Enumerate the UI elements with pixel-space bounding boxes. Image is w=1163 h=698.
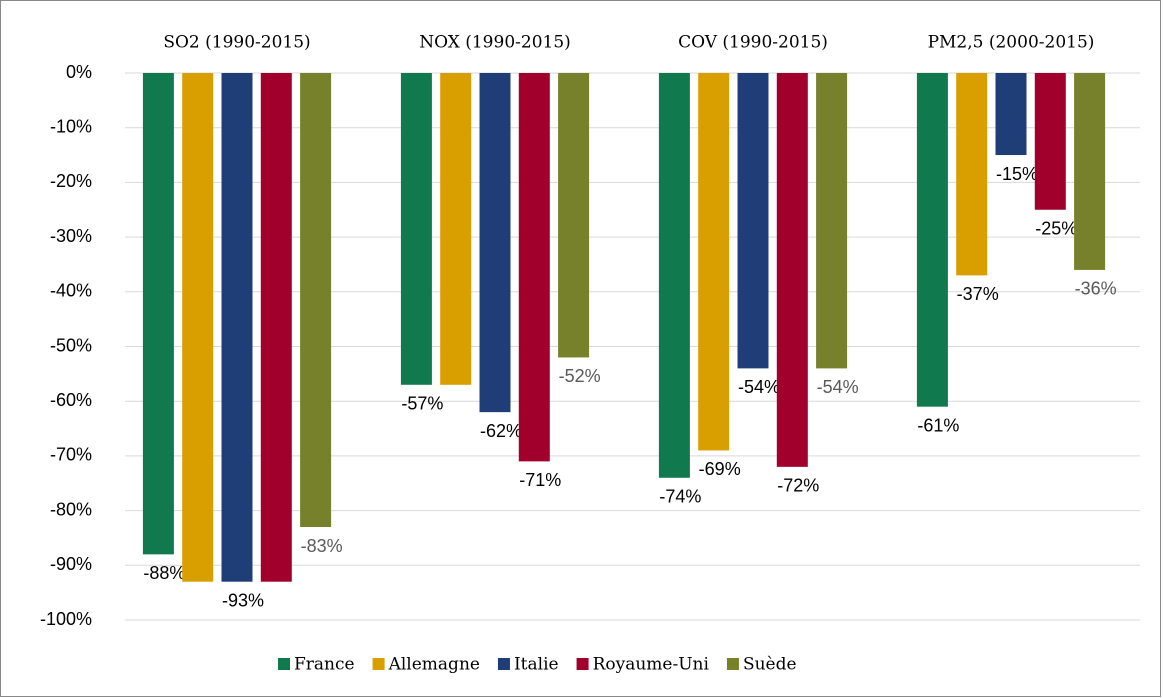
y-tick-label: -30% [50, 226, 92, 246]
y-tick-label: -20% [50, 171, 92, 191]
data-label: -62% [480, 421, 522, 441]
data-label: -52% [559, 366, 601, 386]
bar [776, 73, 808, 467]
data-label: -74% [659, 487, 701, 507]
y-tick-label: -10% [50, 116, 92, 136]
bar [956, 73, 988, 276]
data-label: -57% [401, 394, 443, 414]
data-label: -61% [917, 415, 959, 435]
data-label: -54% [738, 377, 780, 397]
bar [300, 73, 332, 528]
bar [518, 73, 550, 462]
category-label: SO2 (1990-2015) [163, 33, 310, 53]
bar [142, 73, 174, 555]
bar [558, 73, 590, 358]
legend-label: Suède [743, 655, 797, 675]
bar [260, 73, 292, 582]
y-tick-label: -40% [50, 281, 92, 301]
y-tick-label: -70% [50, 445, 92, 465]
bar [658, 73, 690, 478]
bar [916, 73, 948, 407]
bar [1074, 73, 1106, 270]
y-tick-label: -100% [40, 609, 92, 629]
category-label: NOX (1990-2015) [419, 33, 571, 53]
data-label: -54% [817, 377, 859, 397]
data-label: -93% [222, 590, 264, 610]
legend-label: Royaume-Uni [593, 655, 710, 675]
bar [1034, 73, 1066, 210]
bar [816, 73, 848, 369]
legend-label: Allemagne [388, 655, 480, 675]
y-tick-label: -80% [50, 499, 92, 519]
data-label: -36% [1075, 279, 1117, 299]
y-tick-label: -50% [50, 335, 92, 355]
y-tick-label: 0% [66, 62, 92, 82]
legend-swatch [497, 658, 510, 670]
category-label: PM2,5 (2000-2015) [928, 33, 1095, 53]
bar [698, 73, 730, 451]
y-tick-label: -90% [50, 554, 92, 574]
bar [737, 73, 769, 369]
bar [221, 73, 253, 582]
bar [440, 73, 472, 385]
legend-label: Italie [514, 655, 559, 675]
category-label: COV (1990-2015) [678, 33, 828, 53]
data-label: -88% [143, 563, 185, 583]
legend-label: France [294, 655, 355, 675]
legend-swatch [726, 658, 739, 670]
y-tick-label: -60% [50, 390, 92, 410]
bar [400, 73, 432, 385]
data-label: -69% [699, 459, 741, 479]
legend-swatch [576, 658, 589, 670]
bar [995, 73, 1027, 156]
data-label: -25% [1035, 219, 1077, 239]
legend-swatch [278, 658, 290, 670]
data-label: -37% [957, 284, 999, 304]
bar [479, 73, 511, 413]
data-label: -83% [301, 536, 343, 556]
data-label: -15% [996, 164, 1038, 184]
data-label: -71% [519, 470, 561, 490]
bar [182, 73, 214, 582]
data-label: -72% [777, 476, 819, 496]
legend-swatch [372, 658, 385, 670]
